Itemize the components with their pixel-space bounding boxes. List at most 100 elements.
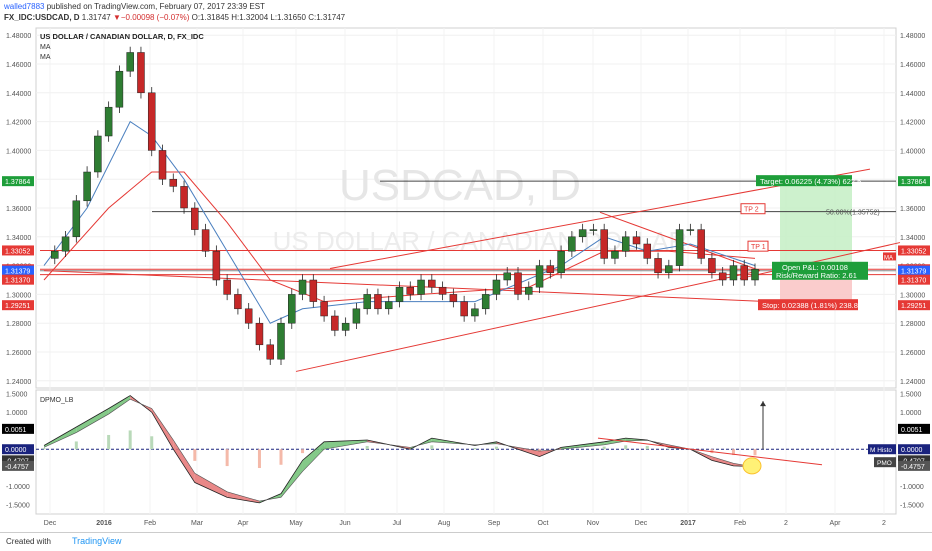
candle-body: [309, 279, 318, 302]
author-link[interactable]: walled7883: [4, 2, 45, 11]
trend-line: [43, 270, 853, 306]
candle-body: [352, 308, 361, 324]
osc-tag-left-text: 0.0051: [5, 427, 27, 434]
price-tag-left-text: 1.29251: [5, 303, 30, 310]
osc-tick-left: 1.0000: [6, 410, 28, 417]
price-change: ▼−0.00098 (−0.07%): [112, 13, 190, 22]
osc-tag-right: [898, 460, 930, 471]
y-tick-right: 1.34000: [900, 235, 925, 242]
histo-bar: [753, 449, 757, 456]
histo-bar: [225, 449, 229, 467]
y-tick-right: 1.46000: [900, 62, 925, 69]
candle-body: [686, 229, 695, 231]
high-value: H:1.32004: [231, 13, 269, 22]
oscillator-pane: [35, 389, 897, 515]
pmo-fill: [711, 456, 734, 466]
pmo-fill: [561, 441, 605, 450]
candle-body: [244, 308, 253, 324]
candle-body: [449, 294, 458, 302]
candle-body: [255, 322, 264, 346]
price-tag-right: [898, 176, 930, 187]
x-tick: Apr: [830, 520, 842, 527]
osc-tick-right: 1.5000: [900, 392, 922, 399]
candle-body: [331, 315, 339, 331]
candle-body: [341, 322, 350, 331]
candle-body: [212, 250, 221, 281]
candle-body: [94, 135, 102, 173]
tp1-box: [747, 240, 769, 252]
stop-label: Stop: 0.02388 (1.81%) 238.8: [762, 301, 858, 310]
x-tick: Jun: [339, 520, 350, 527]
candle-body: [288, 294, 296, 324]
open-pl: Open P&L: 0.00108: [782, 263, 848, 272]
histo-bar: [710, 449, 714, 454]
candle-body: [514, 272, 522, 295]
histo-bar: [257, 449, 261, 469]
candle-body: [535, 265, 544, 288]
ma-tag: [883, 252, 896, 261]
trend-line: [739, 242, 901, 280]
price-tag-right: [898, 274, 930, 285]
x-tick: 2017: [680, 520, 696, 527]
x-tick: 2: [784, 520, 788, 527]
candle-body: [72, 200, 81, 238]
x-tick: Dec: [44, 520, 57, 527]
candle-body: [600, 229, 608, 259]
trend-line: [295, 270, 761, 372]
osc-tag-left: [2, 460, 34, 471]
x-tick: Feb: [734, 520, 746, 527]
candle-body: [384, 301, 393, 310]
histo-bar: [494, 446, 498, 450]
price-tag-left: [2, 300, 34, 311]
symbol-label[interactable]: FX_IDC:USDCAD, D: [4, 13, 80, 22]
histo-bar: [150, 436, 154, 450]
signal-line: [43, 398, 756, 502]
y-tick-left: 1.42000: [6, 120, 31, 127]
candle-body: [481, 294, 490, 310]
histo-bar: [42, 447, 46, 450]
price-tag-right-text: 1.31379: [901, 269, 926, 276]
candle-body: [675, 229, 684, 266]
histo-bar: [365, 445, 369, 450]
candle-body: [158, 150, 167, 180]
watermark: USDCAD, D: [339, 161, 581, 210]
chart-header: walled7883 published on TradingView.com,…: [0, 0, 932, 24]
y-tick-right: 1.30000: [900, 292, 925, 299]
pmo-legend-box: [874, 457, 896, 468]
y-tick-left: 1.36000: [6, 206, 31, 213]
x-tick: Sep: [488, 520, 501, 527]
footer: Created with TradingView: [0, 532, 932, 551]
arrow-head: [760, 401, 766, 407]
candle-body: [708, 258, 716, 274]
y-tick-left: 1.24000: [6, 379, 31, 386]
x-tick: 2016: [96, 520, 112, 527]
fib-label: 50.00%(1.35752): [826, 210, 880, 217]
y-tick-left: 1.40000: [6, 148, 31, 155]
candle-body: [51, 250, 59, 259]
chart-title: US DOLLAR / CANADIAN DOLLAR, D, FX_IDC: [40, 32, 204, 41]
osc-tag-left: [2, 423, 34, 434]
osc-tag-right: [898, 455, 930, 466]
histo-bar: [645, 445, 649, 450]
tradingview-logo[interactable]: TradingView: [72, 536, 122, 546]
osc-tag-right: [898, 423, 930, 434]
price-chart[interactable]: 1.48000 1.48000 1.46000 1.46000 1.44000 1.440…: [0, 24, 932, 532]
pmo-fill: [173, 439, 195, 483]
candle-body: [492, 279, 501, 295]
candle-body: [729, 265, 738, 281]
price-tag-right-text: 1.31370: [901, 278, 926, 285]
candle-body: [137, 52, 145, 94]
osc-tag-right-text: -0.4757: [901, 464, 925, 471]
price-tag-right-text: 1.33052: [901, 248, 926, 255]
candle-body: [460, 301, 468, 317]
x-tick: Aug: [438, 520, 451, 527]
pmo-fill: [281, 460, 303, 498]
price-tag-right: [898, 300, 930, 311]
x-tick: Nov: [587, 520, 600, 527]
risk-reward: Risk/Reward Ratio: 2.61: [776, 271, 857, 280]
pmo-fill: [227, 491, 260, 503]
highlight-circle: [742, 457, 762, 475]
y-tick-right: 1.24000: [900, 379, 925, 386]
histo-legend-box: [868, 444, 896, 455]
candle-body: [126, 52, 134, 72]
